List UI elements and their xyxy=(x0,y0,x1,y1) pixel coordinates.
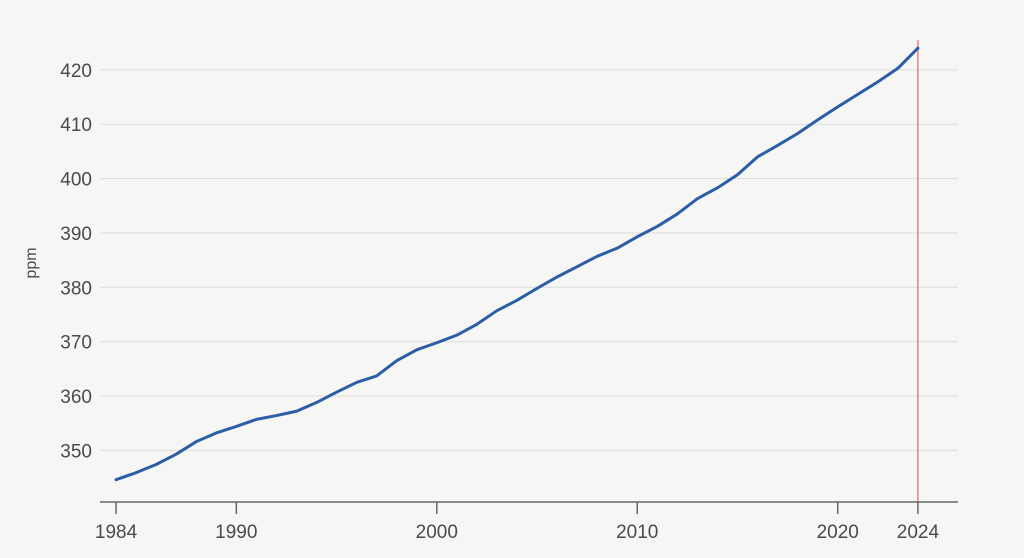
y-tick-label: 390 xyxy=(60,224,92,245)
x-tick-label: 2010 xyxy=(616,522,658,543)
axes: 350 360 370 380 390 400 410 420 1984 1990 2000 2010… xyxy=(60,61,958,543)
series-layer xyxy=(114,46,920,482)
y-tick-label: 360 xyxy=(60,387,92,408)
x-tick-label: 1984 xyxy=(95,522,138,543)
x-tick-label: 1990 xyxy=(215,522,257,543)
y-tick-label: 410 xyxy=(60,115,92,136)
y-tick-label: 400 xyxy=(60,170,92,191)
series-line xyxy=(114,46,920,482)
y-tick-label: 380 xyxy=(60,278,92,299)
y-tick-label: 420 xyxy=(60,61,92,82)
gridlines xyxy=(100,69,958,451)
x-tick-label: 2020 xyxy=(817,522,859,543)
y-tick-label: 370 xyxy=(60,333,92,354)
axis-labels: ppm xyxy=(23,247,40,278)
y-tick-label: 350 xyxy=(60,441,92,462)
y-axis-label: ppm xyxy=(23,247,40,278)
x-tick-label: 2024 xyxy=(897,522,940,543)
x-tick-label: 2000 xyxy=(416,522,458,543)
